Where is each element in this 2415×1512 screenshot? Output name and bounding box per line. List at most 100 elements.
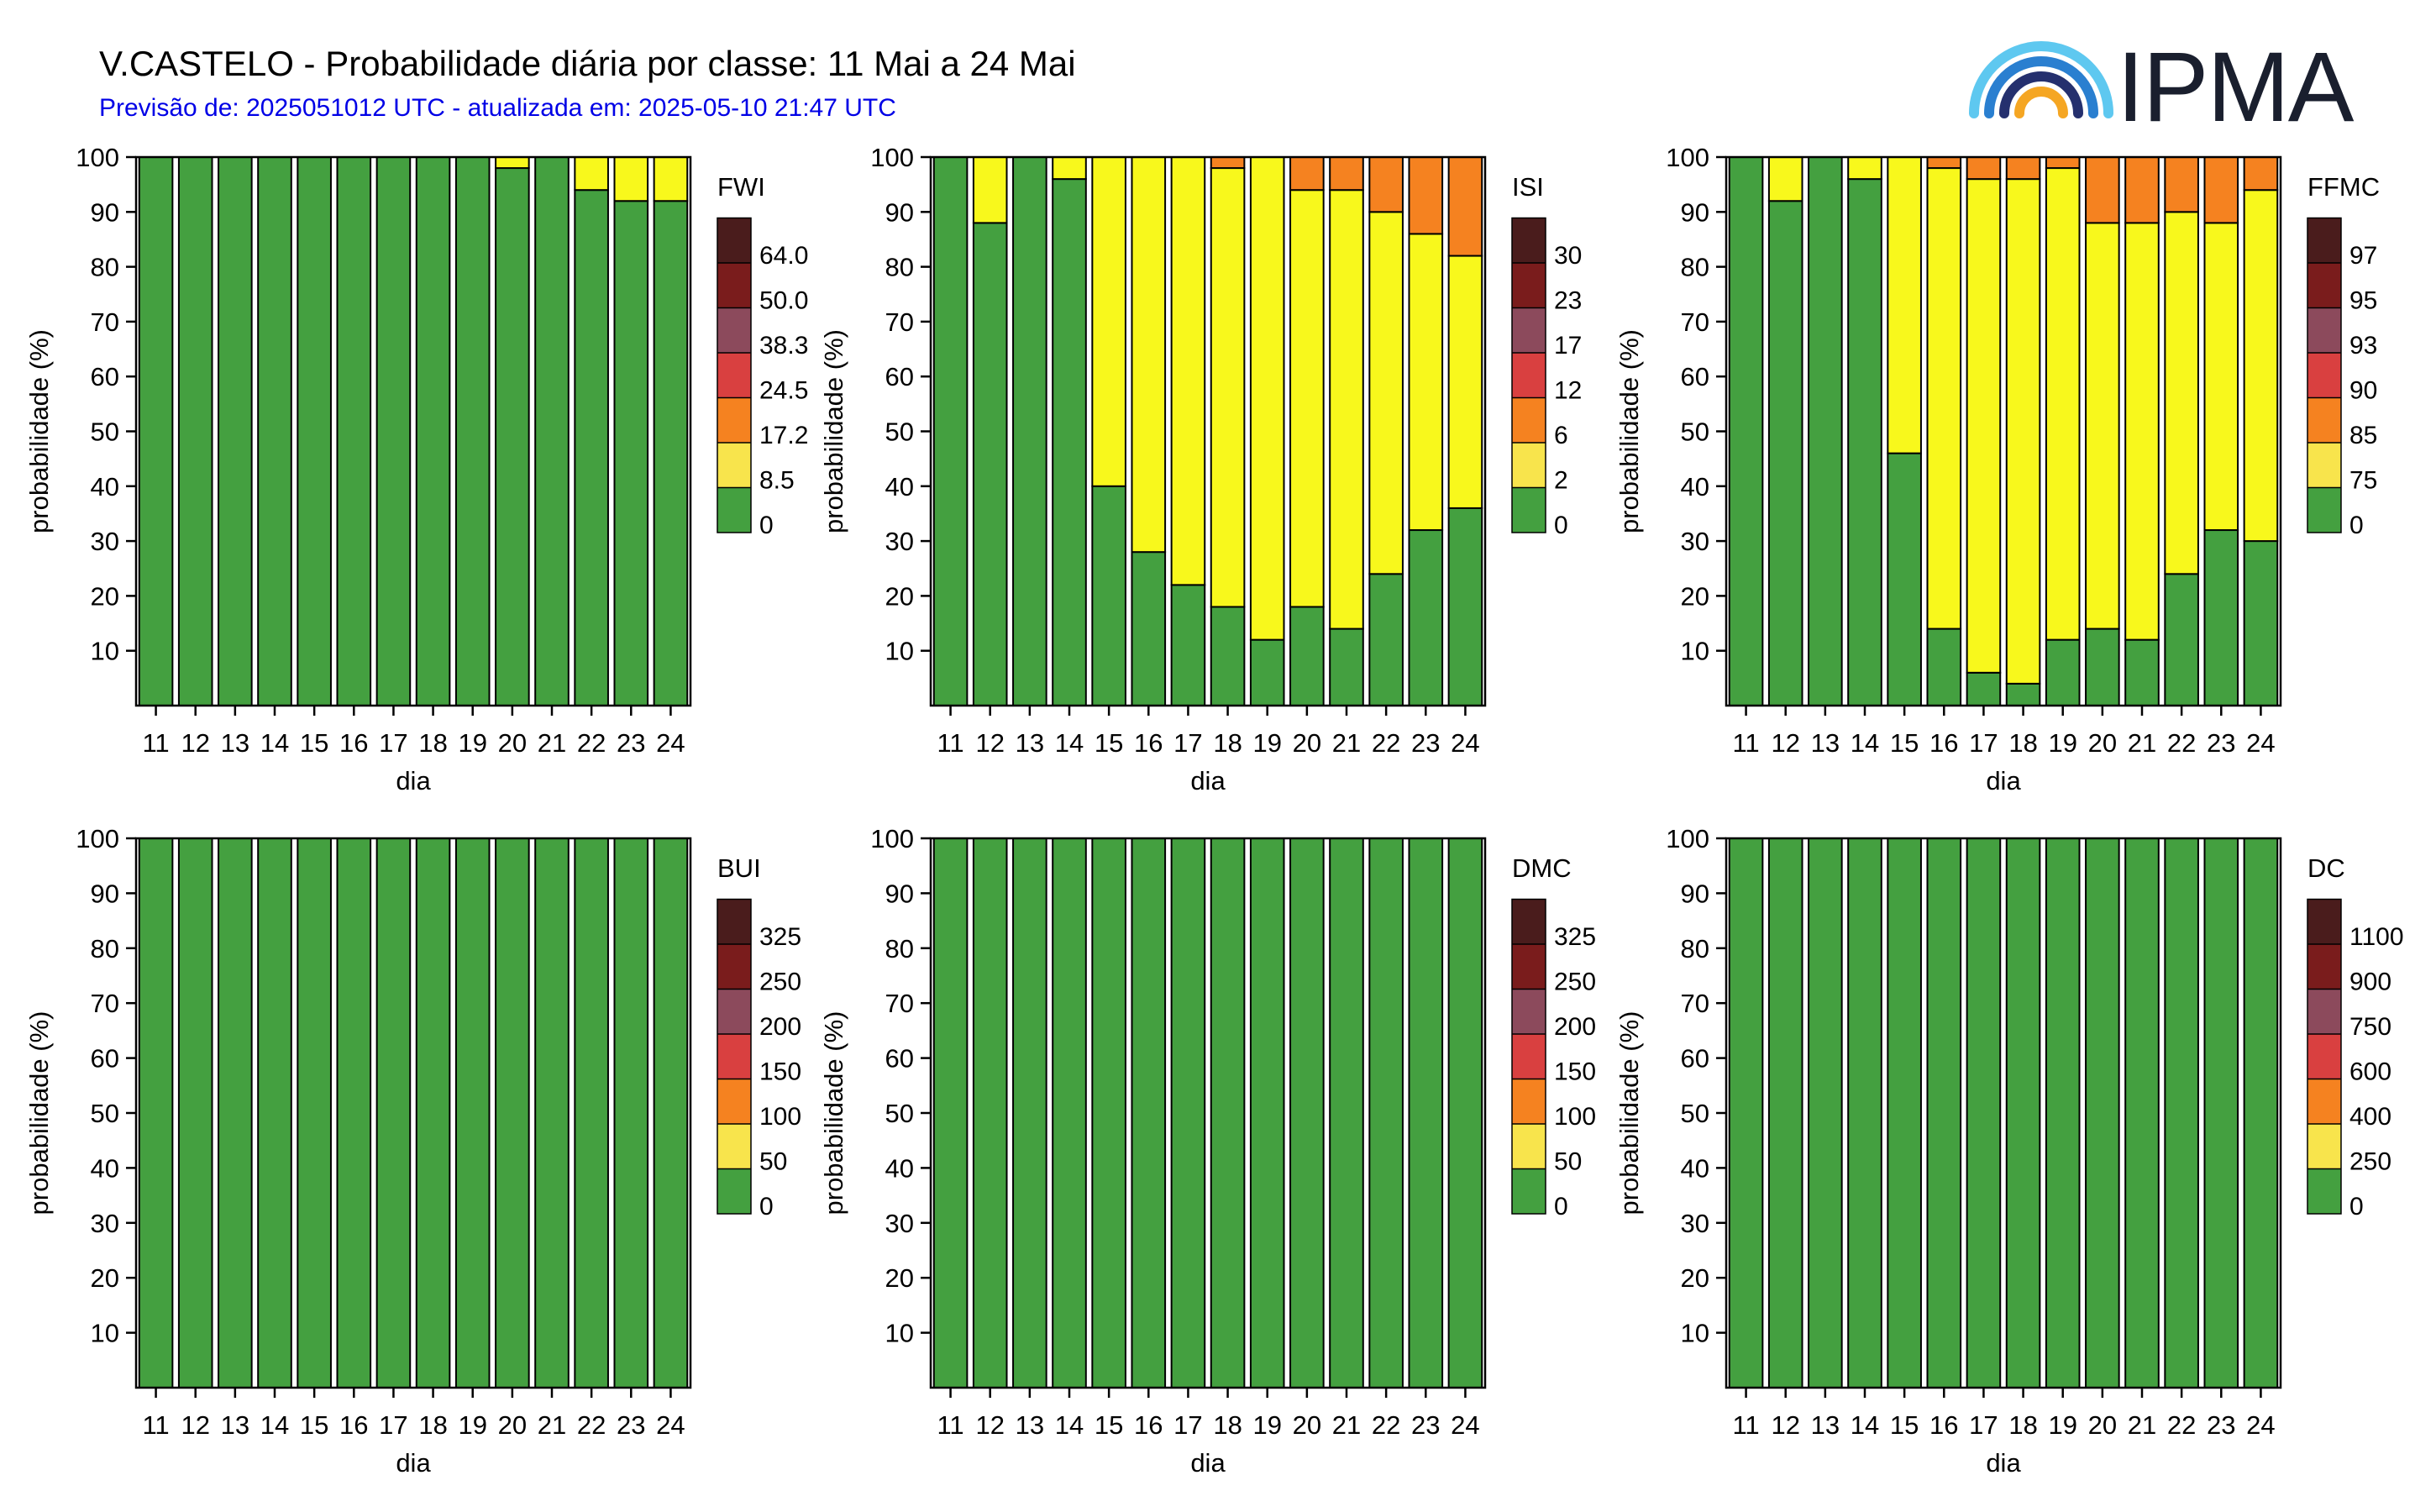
bar-segment	[297, 156, 332, 706]
legend-threshold-label: 6	[1554, 422, 1568, 449]
y-tick-label: 90	[885, 879, 914, 908]
bar-segment	[574, 189, 609, 706]
y-tick-label: 90	[1681, 197, 1709, 227]
bar-segment	[2124, 837, 2160, 1389]
x-tick-label: 22	[577, 1410, 606, 1440]
legend-threshold-label: 50	[1554, 1148, 1582, 1176]
y-tick-label: 60	[91, 362, 119, 391]
y-tick-label: 60	[1681, 1044, 1709, 1074]
x-tick-label: 23	[617, 1410, 645, 1440]
x-tick-label: 16	[339, 728, 368, 758]
bar-segment	[1329, 189, 1364, 630]
bar-segment	[1447, 507, 1483, 706]
legend-threshold-label: 17.2	[759, 422, 808, 449]
legend-title: DMC	[1512, 853, 1572, 883]
x-tick-label: 24	[1451, 1410, 1479, 1440]
bar-segment	[1887, 156, 1922, 454]
legend-threshold-label: 97	[2349, 242, 2377, 270]
x-tick-label: 17	[1173, 728, 1202, 758]
x-tick-label: 15	[1890, 728, 1919, 758]
x-tick-label: 11	[937, 728, 963, 758]
x-tick-label: 13	[1016, 1410, 1044, 1440]
bar-segment	[653, 156, 689, 202]
legend-threshold-label: 0	[1554, 512, 1568, 539]
legend-swatch	[2307, 899, 2341, 944]
legend-threshold-label: 38.3	[759, 332, 808, 360]
legend-swatch	[1512, 307, 1546, 353]
legend-threshold-label: 23	[1554, 287, 1582, 315]
bar-segment	[138, 156, 174, 706]
bar-segment	[1966, 178, 2002, 674]
legend-swatch	[717, 1168, 751, 1214]
bar-segment	[2124, 222, 2160, 641]
x-tick-label: 11	[1732, 1410, 1759, 1440]
bar-segment	[972, 837, 1008, 1389]
bar-segment	[1091, 485, 1126, 706]
legend-title: FWI	[717, 172, 765, 202]
bar-segment	[177, 156, 213, 706]
legend-swatch	[717, 263, 751, 308]
x-tick-label: 18	[1213, 728, 1242, 758]
bar-segment	[1210, 156, 1246, 170]
bar-segment	[1447, 255, 1483, 509]
chart-panel-dmc: 10 20 30 40 50 60 70 80 90 100 11 12 13 14 15 16 17 18 19 2…	[819, 824, 1596, 1478]
x-tick-label: 12	[1771, 728, 1799, 758]
legend-title: ISI	[1512, 172, 1544, 202]
y-tick-label: 100	[1666, 824, 1709, 853]
legend-swatch	[2307, 1124, 2341, 1169]
x-tick-label: 14	[1851, 728, 1879, 758]
legend-threshold-label: 325	[1554, 923, 1596, 951]
legend-threshold-label: 24.5	[759, 377, 808, 405]
y-tick-label: 70	[91, 307, 119, 337]
bar-segment	[1728, 156, 1764, 706]
legend-swatch	[1512, 1034, 1546, 1079]
bar-segment	[495, 156, 530, 170]
x-tick-label: 24	[2246, 1410, 2275, 1440]
legend-threshold-label: 17	[1554, 332, 1582, 360]
legend-swatch	[1512, 487, 1546, 533]
legend-swatch	[717, 1124, 751, 1169]
bar-segment	[2085, 627, 2120, 707]
chart-panel-ffmc: 10 20 30 40 50 60 70 80 90 100 11 12 13 14 15 16 17 18 19 2…	[1614, 143, 2380, 795]
legend-swatch	[2307, 353, 2341, 398]
x-tick-label: 17	[1173, 1410, 1202, 1440]
legend-swatch	[1512, 353, 1546, 398]
chart-panel-dc: 10 20 30 40 50 60 70 80 90 100 11 12 13 14 15 16 17 18 19 2…	[1614, 824, 2404, 1478]
bar-segment	[1847, 178, 1882, 706]
legend-threshold-label: 400	[2349, 1103, 2391, 1131]
bar-segment	[2045, 837, 2081, 1389]
legend-threshold-label: 900	[2349, 969, 2391, 996]
y-tick-label: 40	[1681, 472, 1709, 501]
x-tick-label: 19	[458, 728, 486, 758]
legend-title: BUI	[717, 853, 761, 883]
x-tick-label: 16	[1929, 1410, 1958, 1440]
y-tick-label: 80	[1681, 934, 1709, 963]
bar-segment	[613, 200, 649, 707]
y-axis-label: probabilidade (%)	[819, 329, 848, 533]
y-tick-label: 30	[91, 1209, 119, 1238]
legend-swatch	[1512, 989, 1546, 1034]
bar-segment	[1887, 837, 1922, 1389]
bar-segment	[1767, 156, 1803, 202]
bar-segment	[1052, 837, 1087, 1389]
legend-swatch	[2307, 218, 2341, 263]
legend-frame	[2307, 217, 2342, 533]
x-tick-label: 19	[2048, 728, 2076, 758]
bar-segment	[2045, 156, 2081, 170]
legend-threshold-label: 325	[759, 923, 801, 951]
legend-threshold-label: 90	[2349, 377, 2377, 405]
y-tick-label: 80	[1681, 253, 1709, 282]
x-tick-label: 11	[937, 1410, 963, 1440]
x-tick-label: 20	[498, 728, 527, 758]
x-tick-label: 20	[1293, 728, 1321, 758]
bar-segment	[2203, 529, 2239, 706]
legend-threshold-label: 30	[1554, 242, 1582, 270]
y-tick-label: 80	[885, 934, 914, 963]
x-tick-label: 15	[300, 1410, 328, 1440]
bar-segment	[1966, 156, 2002, 181]
legend-threshold-label: 250	[759, 969, 801, 996]
x-tick-label: 19	[1252, 728, 1281, 758]
x-tick-label: 14	[1851, 1410, 1879, 1440]
